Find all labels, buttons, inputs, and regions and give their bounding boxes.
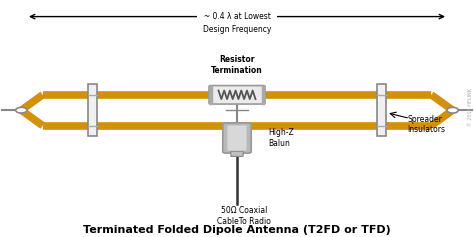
Circle shape (447, 107, 458, 113)
Bar (377, 84, 386, 136)
Text: Design Frequency: Design Frequency (203, 25, 271, 34)
FancyBboxPatch shape (231, 151, 243, 156)
Text: 50Ω Coaxial
CableTo Radio: 50Ω Coaxial CableTo Radio (217, 206, 271, 226)
Text: © 2014 HFLINK: © 2014 HFLINK (468, 88, 473, 126)
FancyBboxPatch shape (209, 86, 265, 104)
Text: Spreader
Insulators: Spreader Insulators (408, 115, 446, 134)
Text: Terminated Folded Dipole Antenna (T2FD or TFD): Terminated Folded Dipole Antenna (T2FD o… (83, 225, 391, 235)
Circle shape (16, 107, 27, 113)
Text: High-Z
Balun: High-Z Balun (268, 128, 293, 148)
FancyBboxPatch shape (223, 123, 251, 153)
FancyBboxPatch shape (228, 126, 246, 150)
Text: Resistor
Termination: Resistor Termination (211, 55, 263, 75)
Bar (88, 84, 97, 136)
Text: ~ 0.4 λ at Lowest: ~ 0.4 λ at Lowest (199, 12, 275, 21)
